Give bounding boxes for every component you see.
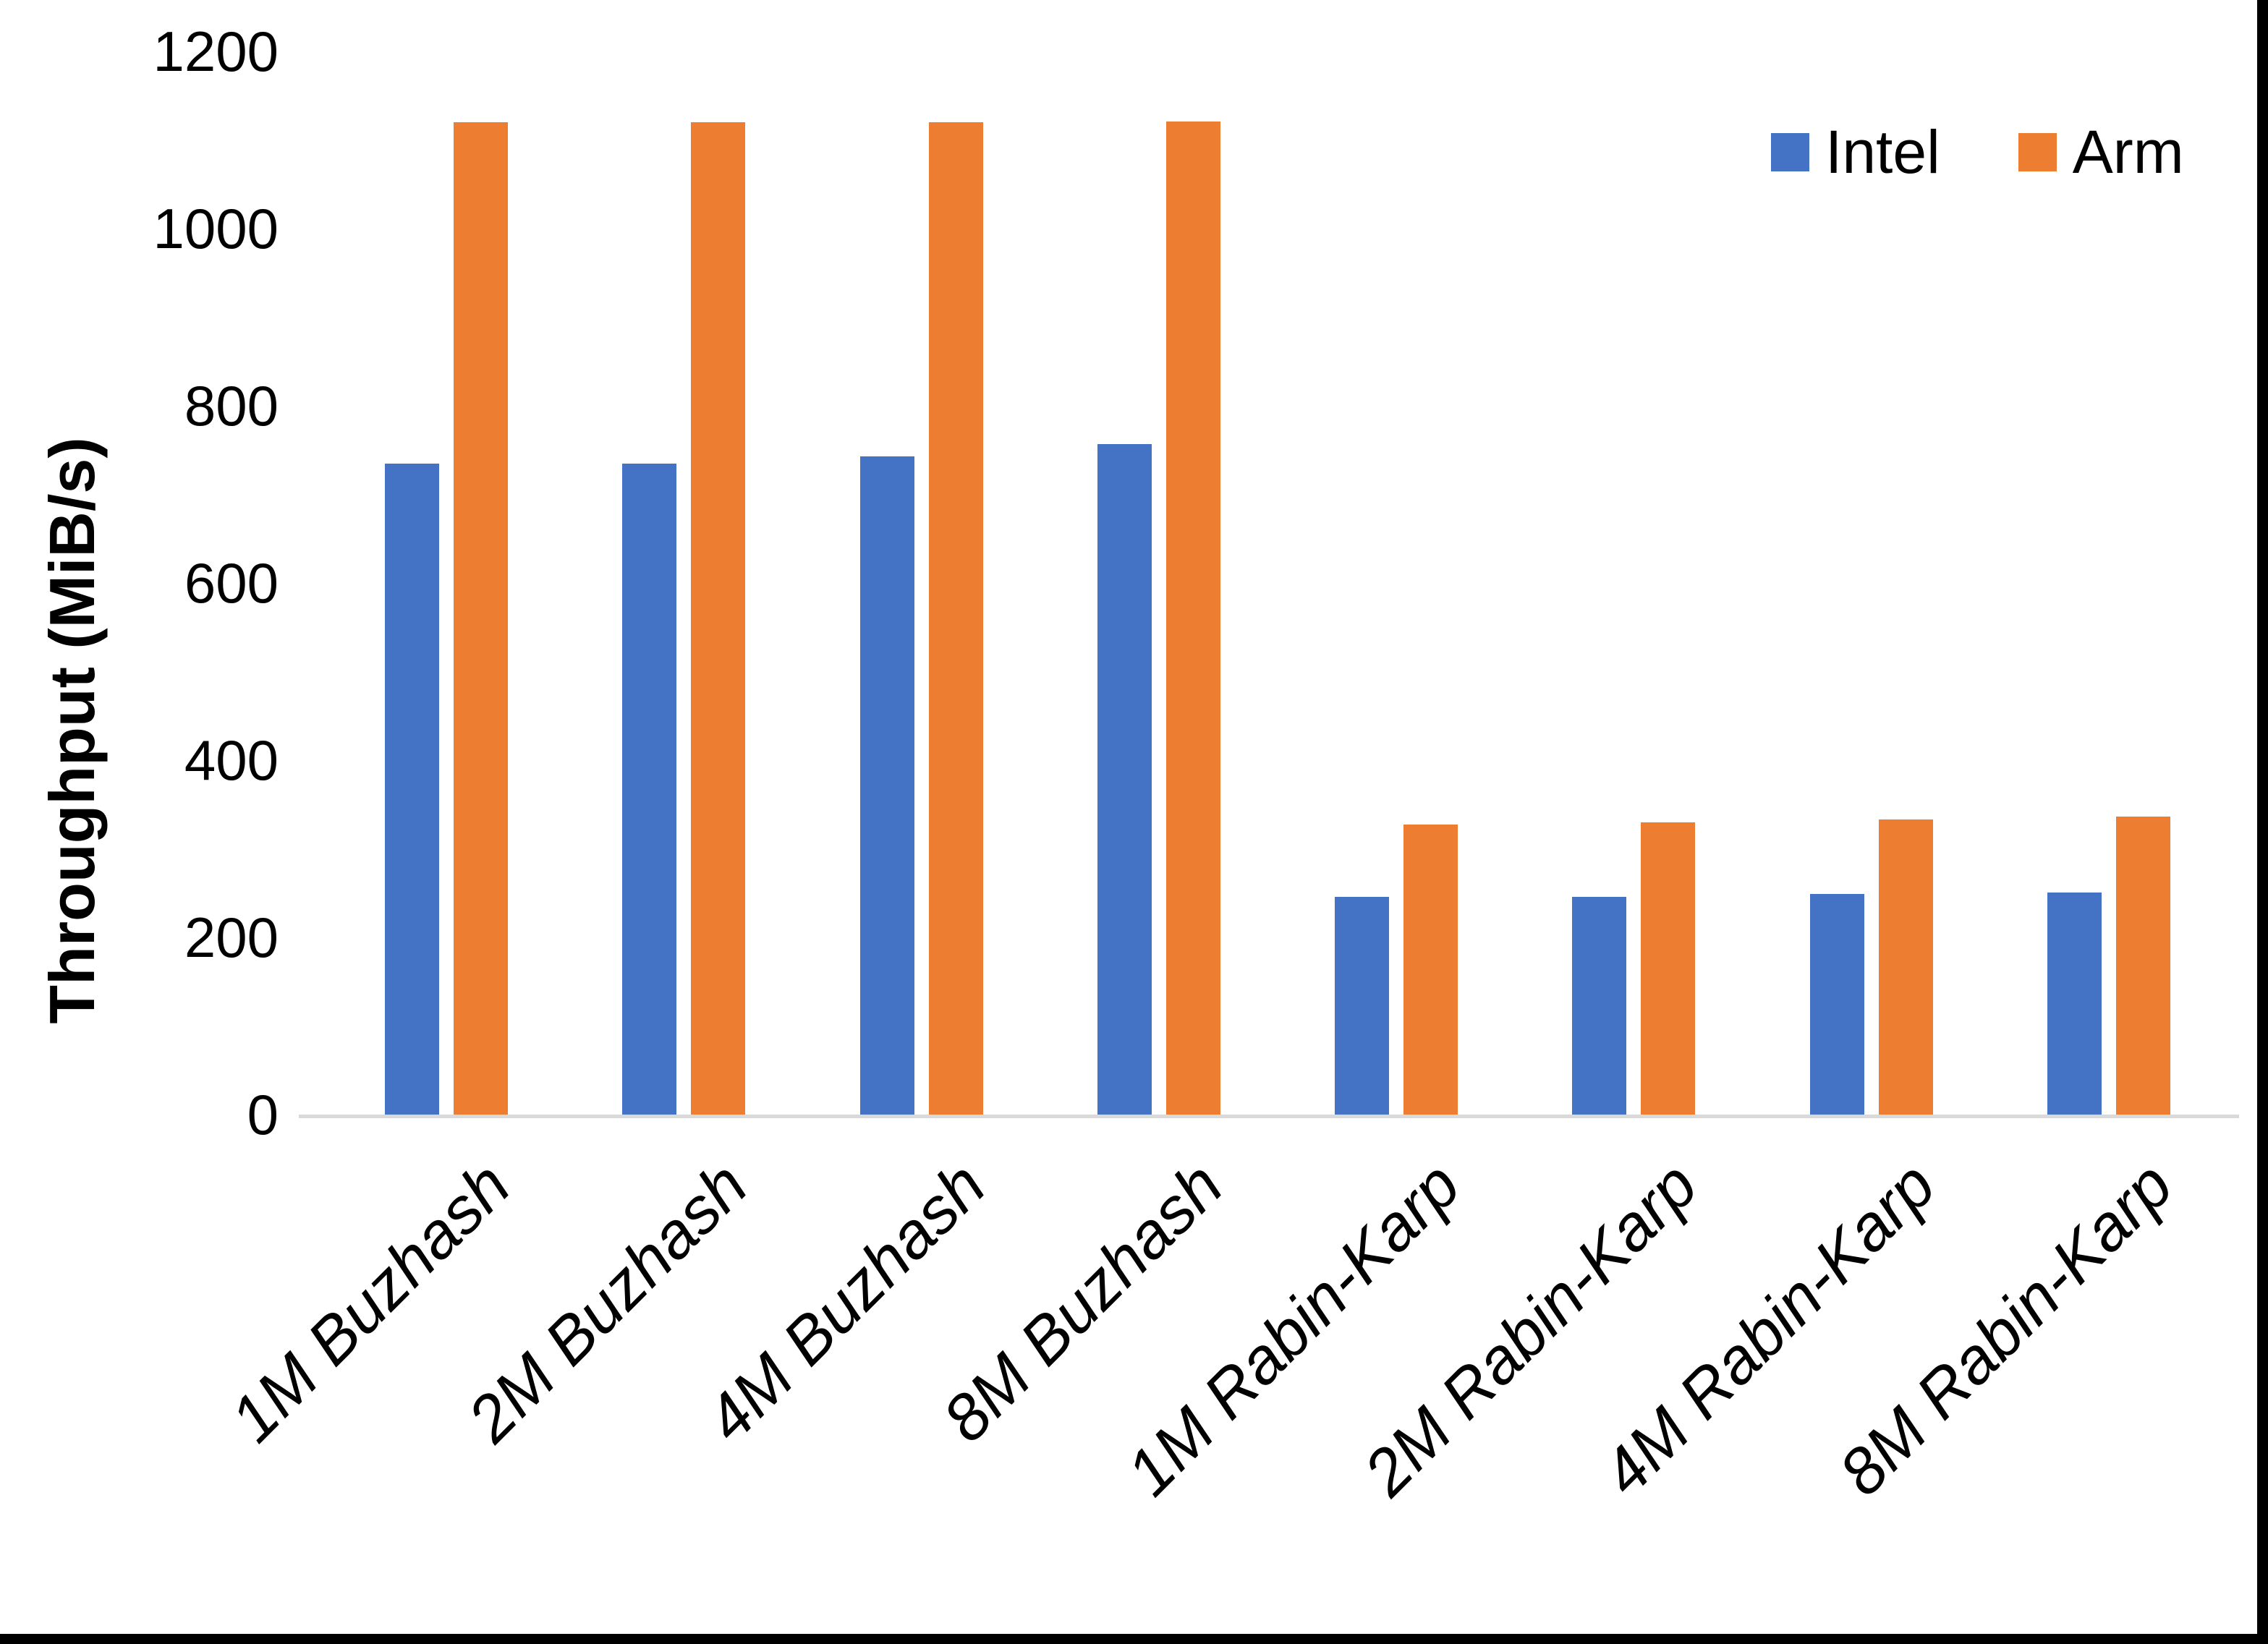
bar-arm-8m-buzhash xyxy=(1166,122,1220,1115)
bar-intel-1m-rabin-karp xyxy=(1335,897,1389,1115)
bar-arm-1m-buzhash xyxy=(454,122,508,1115)
legend-item-intel: Intel xyxy=(1771,122,1940,182)
screenshot-right-border xyxy=(2257,0,2268,1644)
y-tick-label-1200: 1200 xyxy=(153,20,279,83)
legend-label-arm: Arm xyxy=(2072,118,2184,186)
bar-arm-4m-rabin-karp xyxy=(1879,819,1933,1115)
bar-arm-2m-buzhash xyxy=(691,122,745,1115)
legend-item-arm: Arm xyxy=(2018,122,2184,182)
y-tick-label-600: 600 xyxy=(184,551,279,615)
bar-intel-8m-buzhash xyxy=(1097,444,1152,1115)
legend-swatch-intel xyxy=(1771,132,1809,171)
y-tick-label-400: 400 xyxy=(184,728,279,792)
bar-intel-2m-rabin-karp xyxy=(1572,897,1626,1115)
y-tick-label-200: 200 xyxy=(184,906,279,969)
bar-arm-8m-rabin-karp xyxy=(2116,817,2170,1115)
legend-label-intel: Intel xyxy=(1825,118,1940,186)
bar-intel-2m-buzhash xyxy=(622,464,676,1115)
bar-intel-4m-rabin-karp xyxy=(1810,894,1864,1115)
bar-intel-8m-rabin-karp xyxy=(2047,893,2102,1115)
y-tick-label-800: 800 xyxy=(184,374,279,438)
bar-arm-1m-rabin-karp xyxy=(1403,825,1458,1115)
y-tick-label-0: 0 xyxy=(247,1083,279,1146)
bar-arm-4m-buzhash xyxy=(929,122,983,1115)
screenshot-bottom-border xyxy=(0,1634,2268,1644)
y-tick-label-1000: 1000 xyxy=(153,197,279,260)
x-axis-line xyxy=(299,1115,2239,1118)
legend: Intel Arm xyxy=(1771,122,2184,182)
bar-arm-2m-rabin-karp xyxy=(1641,822,1695,1115)
bar-intel-1m-buzhash xyxy=(385,464,439,1115)
bar-intel-4m-buzhash xyxy=(860,456,914,1115)
legend-swatch-arm xyxy=(2018,132,2057,171)
